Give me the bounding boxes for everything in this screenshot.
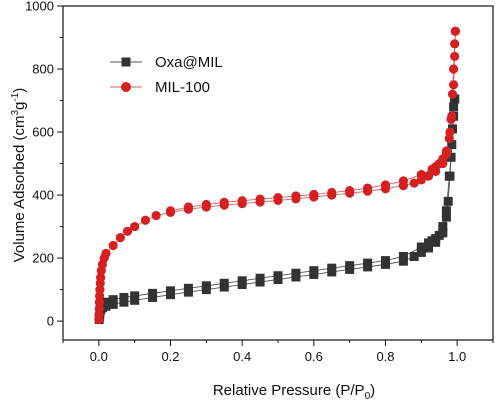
- mil-100-desorption-point: [219, 197, 229, 207]
- mil-100-desorption-point: [183, 202, 194, 212]
- legend-label-mil-100: MIL-100: [155, 79, 210, 96]
- mil-100-desorption-point: [441, 146, 452, 156]
- oxa-mil-desorption-point: [450, 94, 460, 104]
- mil-100-adsorption-point: [151, 210, 161, 221]
- oxa-mil-adsorption-point: [441, 212, 451, 222]
- oxa-mil-desorption-point: [398, 252, 408, 261]
- oxa-mil-adsorption-point: [119, 297, 129, 307]
- x-axis-title: Relative Pressure (P/P0): [213, 382, 375, 402]
- oxa-mil-desorption-point: [438, 222, 448, 232]
- y-tick-label: 600: [32, 125, 54, 140]
- oxa-mil-desorption-point: [416, 242, 426, 252]
- oxa-mil-desorption-point: [148, 288, 158, 298]
- x-tick-label: 0.8: [376, 349, 394, 364]
- legend-marker-oxa-mil: [121, 57, 131, 67]
- mil-100-desorption-point: [165, 206, 176, 216]
- legend: Oxa@MIL MIL-100: [110, 54, 223, 96]
- oxa-mil-desorption-point: [119, 292, 129, 302]
- x-tick-label: 0.4: [233, 349, 251, 364]
- mil-100-desorption-point: [450, 39, 460, 49]
- oxa-mil-desorption-point: [424, 238, 433, 248]
- mil-100-adsorption-point: [423, 171, 434, 181]
- oxa-mil-desorption-point: [101, 297, 111, 307]
- mil-100-desorption-point: [201, 199, 211, 210]
- mil-100-adsorption-point: [450, 51, 460, 62]
- mil-100-desorption-point: [362, 183, 373, 193]
- oxa-mil-desorption-point: [309, 266, 319, 276]
- mil-100-desorption-point: [427, 164, 437, 174]
- oxa-mil-adsorption-point: [424, 243, 433, 253]
- mil-100-desorption-point: [327, 187, 337, 198]
- oxa-mil-desorption-point: [255, 273, 265, 283]
- y-axis-title: Volume Adsorbed (cm3g-1): [10, 88, 28, 263]
- oxa-mil-adsorption-point: [398, 256, 408, 266]
- mil-100-desorption-point: [447, 89, 458, 99]
- oxa-mil-desorption-point: [130, 291, 140, 301]
- oxa-mil-desorption-point: [201, 281, 211, 291]
- oxa-mil-desorption-point: [237, 276, 247, 286]
- mil-100-adsorption-point: [130, 221, 140, 232]
- mil-100-adsorption-point: [115, 232, 125, 243]
- legend-marker-mil-100: [121, 82, 131, 92]
- x-tick-label: 1.0: [448, 349, 466, 364]
- mil-100-desorption-point: [309, 189, 319, 200]
- mil-100-desorption-point: [416, 169, 426, 180]
- oxa-mil-adsorption-point: [409, 252, 419, 261]
- mil-100-desorption-point: [398, 176, 409, 186]
- oxa-mil-desorption-point: [108, 295, 118, 305]
- y-tick-label: 0: [47, 314, 54, 329]
- mil-100-desorption-point: [237, 196, 247, 206]
- oxa-mil-desorption-point: [273, 271, 283, 281]
- oxa-mil-desorption-point: [381, 256, 390, 266]
- mil-100-desorption-point: [444, 133, 454, 143]
- legend-label-oxa-mil: Oxa@MIL: [155, 54, 223, 71]
- x-tick-label: 0.2: [161, 349, 179, 364]
- oxa-mil-adsorption-point: [108, 299, 118, 309]
- mil-100-adsorption-point: [122, 226, 133, 236]
- oxa-mil-desorption-point: [441, 206, 451, 216]
- mil-100-adsorption-point: [108, 240, 118, 251]
- mil-100-adsorption-point: [448, 80, 459, 90]
- mil-100-desorption-point: [380, 180, 391, 190]
- mil-100-desorption-point: [446, 114, 456, 125]
- mil-100-desorption-point: [450, 26, 460, 36]
- y-tick-label: 200: [32, 251, 54, 266]
- mil-100-desorption-point: [273, 192, 283, 203]
- x-tick-label: 0.6: [305, 349, 323, 364]
- oxa-mil-desorption-point: [219, 278, 229, 288]
- mil-100-desorption-point: [345, 186, 355, 196]
- mil-100-desorption-point: [291, 191, 301, 201]
- oxa-mil-desorption-point: [449, 102, 459, 112]
- oxa-mil-desorption-point: [345, 261, 355, 271]
- x-tick-label: 0.0: [90, 349, 108, 364]
- mil-100-adsorption-point: [101, 248, 111, 258]
- mil-100-desorption-point: [448, 64, 459, 74]
- oxa-mil-desorption-point: [166, 286, 175, 296]
- oxa-mil-desorption-point: [363, 258, 373, 268]
- oxa-mil-desorption-point: [446, 152, 456, 162]
- oxa-mil-adsorption-point: [447, 140, 457, 150]
- oxa-mil-desorption-point: [444, 171, 454, 181]
- oxa-mil-desorption-point: [291, 268, 301, 278]
- mil-100-desorption-point: [255, 194, 265, 204]
- oxa-mil-adsorption-point: [416, 247, 426, 257]
- y-tick-label: 400: [32, 188, 54, 203]
- mil-100-adsorption-point: [409, 178, 419, 188]
- oxa-mil-desorption-point: [183, 283, 193, 293]
- oxa-mil-adsorption-line: [98, 98, 456, 320]
- y-tick-label: 800: [32, 62, 54, 77]
- y-tick-label: 1000: [25, 0, 54, 14]
- oxa-mil-desorption-point: [327, 263, 337, 273]
- oxa-mil-adsorption-point: [443, 196, 453, 206]
- mil-100-adsorption-point: [140, 215, 151, 225]
- mil-100-adsorption-point: [96, 273, 106, 283]
